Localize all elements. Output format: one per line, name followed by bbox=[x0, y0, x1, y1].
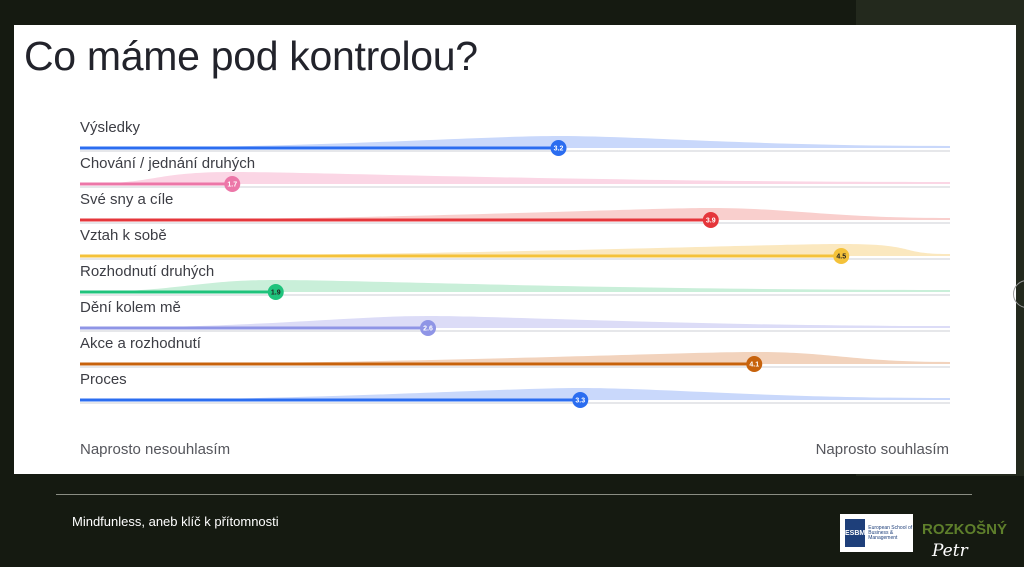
esbm-logo-mark: ESBM bbox=[845, 519, 866, 547]
author-logo-text: ROZKOŠNÝ bbox=[922, 520, 1007, 538]
footer-divider bbox=[56, 494, 972, 495]
scale-chart: 3.2 1.7 3.9 4.5 1.9 2.6 4.1 3.3 Výsledky Chování … bbox=[14, 25, 1016, 474]
value-marker bbox=[572, 392, 589, 408]
distribution-area bbox=[80, 388, 950, 400]
statement-label: Vztah k sobě bbox=[80, 227, 167, 244]
value-label: 3.2 bbox=[554, 146, 564, 153]
value-label: 2.6 bbox=[423, 326, 433, 333]
value-marker bbox=[550, 140, 567, 156]
chart-canvas: 3.2 1.7 3.9 4.5 1.9 2.6 4.1 3.3 bbox=[80, 136, 950, 408]
author-signature: Petr bbox=[931, 541, 969, 561]
value-label: 4.1 bbox=[749, 362, 759, 369]
statement-label: Akce a rozhodnutí bbox=[80, 335, 201, 352]
distribution-area bbox=[80, 316, 950, 328]
statement-label: Rozhodnutí druhých bbox=[80, 263, 215, 280]
slide-title: Co máme pod kontrolou? bbox=[24, 33, 478, 79]
value-marker bbox=[420, 320, 436, 336]
distribution-area bbox=[80, 208, 950, 220]
distribution-area bbox=[80, 244, 950, 256]
distribution-area bbox=[80, 352, 950, 364]
value-marker bbox=[224, 176, 241, 192]
value-label: 1.7 bbox=[227, 182, 237, 189]
value-marker bbox=[267, 284, 284, 300]
value-label: 3.3 bbox=[575, 398, 585, 405]
esbm-logo-text: European School of Business & Management bbox=[868, 524, 913, 541]
footer-text: Mindfunless, aneb klíč k přítomnosti bbox=[72, 514, 279, 529]
statement-label: Proces bbox=[80, 371, 127, 388]
statement-label: Chování / jednání druhých bbox=[80, 155, 256, 172]
value-label: 3.9 bbox=[706, 218, 716, 225]
value-label: 4.5 bbox=[836, 254, 846, 261]
distribution-area bbox=[80, 172, 950, 184]
value-marker bbox=[833, 248, 850, 264]
esbm-logo: ESBM European School of Business & Manag… bbox=[840, 514, 913, 552]
statement-label: Výsledky bbox=[80, 119, 141, 136]
value-label: 1.9 bbox=[271, 290, 281, 297]
value-marker bbox=[746, 356, 763, 372]
scale-max-label: Naprosto souhlasím bbox=[815, 441, 949, 458]
statement-label: Své sny a cíle bbox=[80, 191, 174, 208]
value-marker bbox=[702, 212, 719, 228]
scale-min-label: Naprosto nesouhlasím bbox=[80, 441, 231, 458]
statement-label: Dění kolem mě bbox=[80, 299, 181, 316]
distribution-area bbox=[80, 280, 950, 292]
author-logo: ROZKOŠNÝ Petr bbox=[922, 520, 1007, 561]
presentation-slide: Co máme pod kontrolou? 3.2 1.7 3.9 4.5 1.9 2.… bbox=[14, 25, 1016, 474]
distribution-area bbox=[80, 136, 950, 148]
